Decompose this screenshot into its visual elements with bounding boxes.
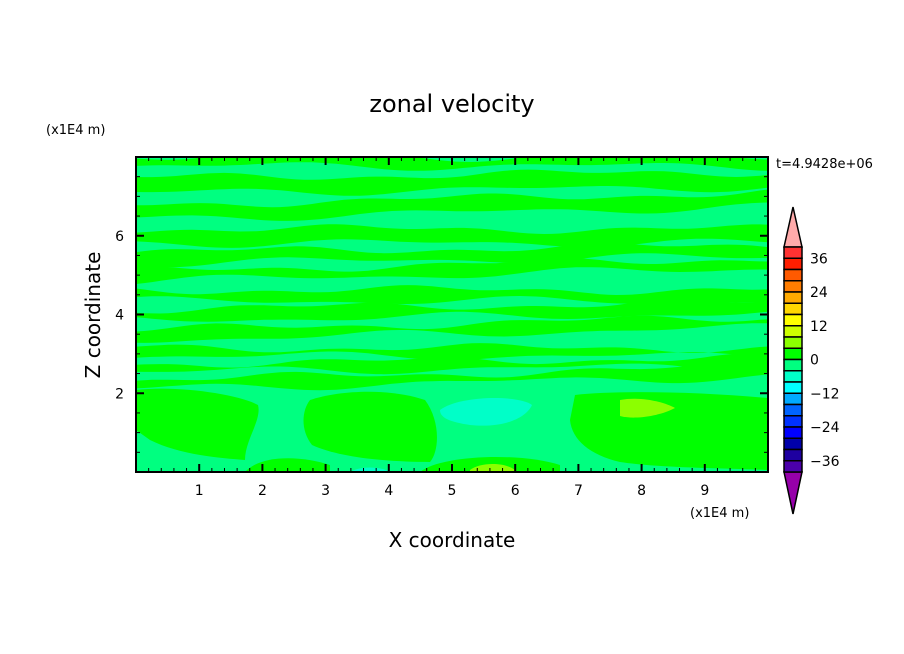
colorbar: 36 24 12 0 −12 −24 −36 [783, 206, 840, 515]
colorbar-swatch [783, 437, 803, 451]
x-tick-label: 1 [195, 483, 204, 499]
colorbar-swatch [783, 257, 803, 271]
colorbar-swatch [783, 460, 803, 473]
colorbar-label: 36 [810, 251, 828, 267]
colorbar-swatch [783, 291, 803, 304]
colorbar-swatch [783, 302, 803, 316]
colorbar-label: 24 [810, 285, 828, 301]
x-tick-label: 4 [384, 483, 393, 499]
y-tick-label: 4 [115, 308, 124, 324]
colorbar-swatch [783, 381, 803, 394]
colorbar-swatch [783, 403, 803, 417]
y-axis-label: Z coordinate [81, 252, 105, 379]
colorbar-label: −36 [810, 454, 840, 470]
colorbar-label: 0 [810, 353, 819, 369]
colorbar-swatch [783, 268, 803, 282]
colorbar-under-triangle [783, 471, 803, 515]
chart-title: zonal velocity [369, 90, 534, 118]
x-axis-label: X coordinate [389, 528, 516, 552]
x-tick-label: 3 [321, 483, 330, 499]
colorbar-swatch [783, 392, 803, 406]
x-tick-label: 5 [448, 483, 457, 499]
colorbar-swatch [783, 336, 803, 349]
contour-region [136, 258, 768, 284]
contour-region [136, 388, 259, 460]
x-tick-label: 7 [574, 483, 583, 499]
contour-region [136, 169, 768, 196]
x-tick-label: 8 [637, 483, 646, 499]
colorbar-swatch [783, 246, 803, 259]
colorbar-label: −24 [810, 420, 840, 436]
contour-region [136, 285, 768, 304]
colorbar-swatch [783, 426, 803, 439]
colorbar-over-triangle [783, 206, 803, 248]
contour-region [136, 364, 768, 391]
contour-region [245, 458, 330, 472]
colorbar-swatch [783, 280, 803, 293]
contour-region [136, 343, 768, 361]
colorbar-label: 12 [810, 319, 828, 335]
contour-region [303, 391, 437, 462]
x-tick-label: 9 [700, 483, 709, 499]
colorbar-swatch [783, 370, 803, 383]
contour-region [570, 392, 768, 470]
colorbar-swatch [783, 347, 803, 361]
contour-region [620, 398, 675, 418]
axes: 1 2 3 4 5 6 7 8 9 2 4 6 [115, 156, 769, 499]
contour-region [136, 189, 768, 221]
contour-region [136, 242, 768, 268]
contour-region [136, 315, 768, 343]
contour-region [350, 467, 390, 472]
x-tick-label: 2 [258, 483, 267, 499]
colorbar-swatch [783, 448, 803, 462]
contour-region [136, 353, 768, 375]
contour-region [440, 398, 532, 426]
y-tick-label: 6 [115, 229, 124, 245]
colorbar-label: −12 [810, 386, 840, 402]
contour-region [136, 224, 768, 248]
y-unit-label: (x1E4 m) [46, 123, 105, 138]
contour-field [136, 157, 768, 472]
contour-region [136, 298, 768, 322]
y-tick-label: 2 [115, 386, 124, 402]
colorbar-swatch [783, 313, 803, 327]
x-tick-label: 6 [511, 483, 520, 499]
x-unit-label: (x1E4 m) [690, 506, 749, 521]
contour-region [470, 464, 515, 472]
colorbar-swatch [783, 325, 803, 338]
colorbar-swatch [783, 358, 803, 372]
time-label: t=4.9428e+06 [776, 157, 873, 172]
colorbar-swatch [783, 415, 803, 428]
